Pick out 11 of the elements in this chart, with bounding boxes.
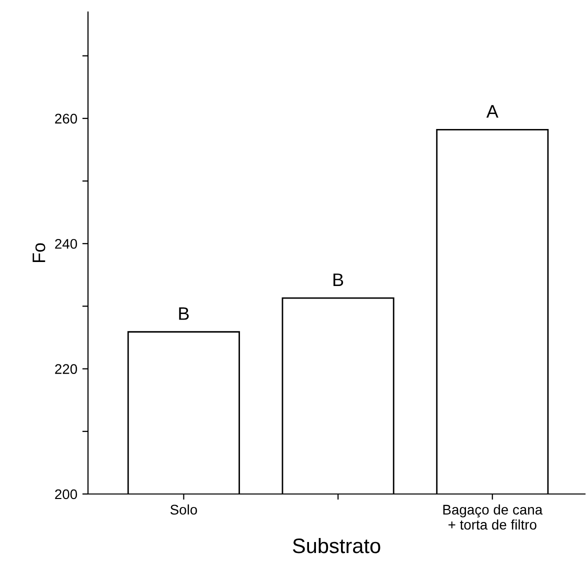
y-tick-label: 240 bbox=[55, 238, 78, 249]
x-tick-label: Solo bbox=[170, 504, 198, 515]
data-label: A bbox=[486, 105, 498, 118]
y-axis-title: Fo bbox=[32, 243, 46, 262]
data-label: B bbox=[334, 274, 344, 286]
y-tick-label: 200 bbox=[55, 489, 78, 500]
y-tick-label: 260 bbox=[55, 114, 78, 124]
data-label: B bbox=[179, 307, 189, 320]
x-axis-title: Substrato bbox=[292, 538, 380, 554]
x-tick-label: Bagaço de cana + torta de filtro bbox=[443, 504, 543, 530]
y-tick-label: 220 bbox=[55, 364, 78, 374]
